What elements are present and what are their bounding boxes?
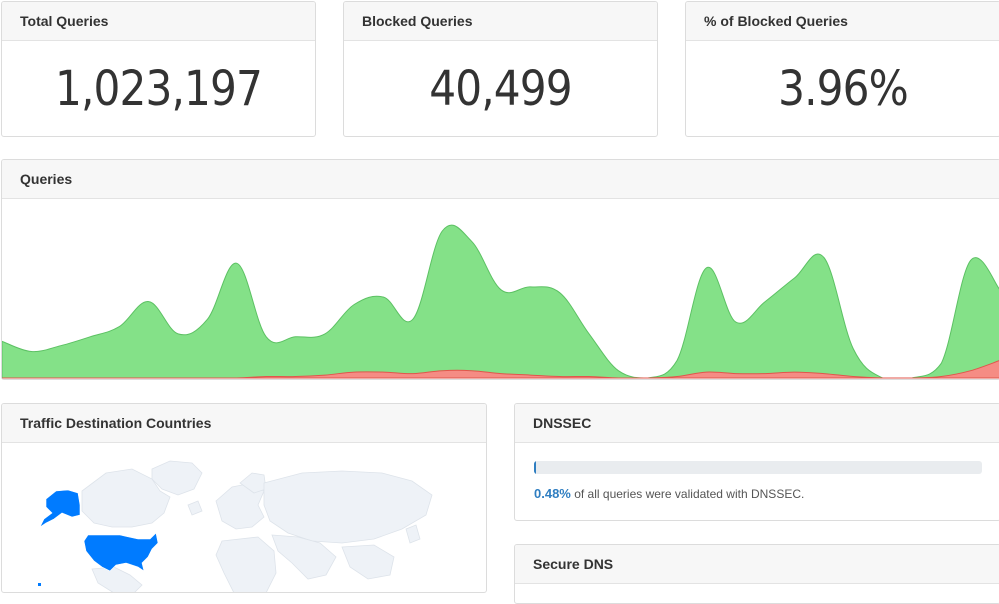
dnssec-progress-bar xyxy=(534,461,982,474)
total-queries-value: 1,023,197 xyxy=(54,61,263,117)
traffic-countries-card: Traffic Destination Countries xyxy=(1,403,487,593)
secure-dns-card: Secure DNS xyxy=(514,544,999,604)
total-queries-card: Total Queries 1,023,197 xyxy=(1,1,316,137)
queries-chart-title: Queries xyxy=(2,160,999,199)
secure-dns-title: Secure DNS xyxy=(515,545,999,584)
dnssec-title: DNSSEC xyxy=(515,404,999,443)
blocked-percent-value: 3.96% xyxy=(778,61,909,117)
dnssec-summary: 0.48% of all queries were validated with… xyxy=(534,486,804,501)
allowed-queries-area[interactable] xyxy=(2,224,999,379)
dnssec-description: of all queries were validated with DNSSE… xyxy=(574,487,805,501)
dnssec-card: DNSSEC 0.48% of all queries were validat… xyxy=(514,403,999,521)
blocked-percent-title: % of Blocked Queries xyxy=(686,2,999,41)
queries-area-chart[interactable] xyxy=(2,199,999,380)
dnssec-progress-fill xyxy=(534,461,537,474)
blocked-queries-value: 40,499 xyxy=(429,61,572,117)
map-highlighted-countries[interactable] xyxy=(39,489,159,572)
blocked-percent-card: % of Blocked Queries 3.96% xyxy=(685,1,999,137)
traffic-countries-title: Traffic Destination Countries xyxy=(2,404,486,443)
country-alaska[interactable] xyxy=(39,489,81,528)
blocked-queries-area[interactable] xyxy=(2,360,999,379)
country-hawaii[interactable] xyxy=(38,583,41,586)
blocked-queries-title: Blocked Queries xyxy=(344,2,657,41)
total-queries-title: Total Queries xyxy=(2,2,315,41)
queries-chart-card: Queries xyxy=(1,159,999,380)
dnssec-percent: 0.48% xyxy=(534,486,571,501)
country-usa[interactable] xyxy=(83,532,159,572)
world-map[interactable] xyxy=(2,443,487,593)
blocked-queries-card: Blocked Queries 40,499 xyxy=(343,1,658,137)
map-land xyxy=(81,460,433,592)
